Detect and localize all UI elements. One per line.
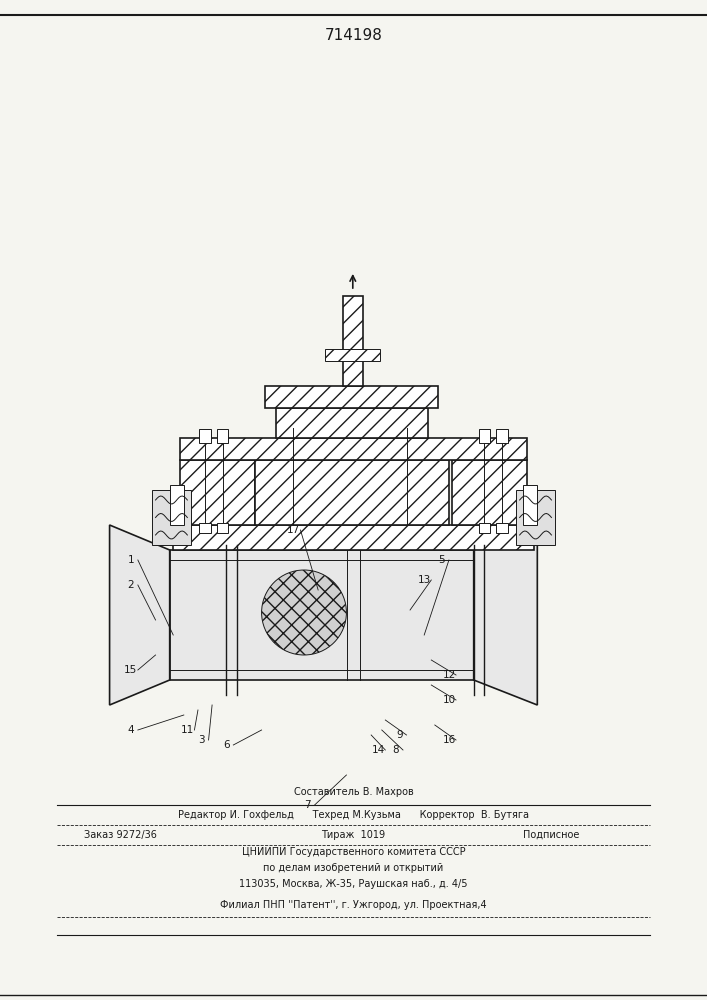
Bar: [217, 523, 228, 533]
Bar: [180, 438, 527, 460]
Text: ЦНИИПИ Государственного комитета СССР: ЦНИИПИ Государственного комитета СССР: [242, 847, 465, 857]
Bar: [452, 460, 527, 525]
Text: 17: 17: [287, 525, 300, 535]
Bar: [325, 349, 380, 361]
Text: 16: 16: [443, 735, 455, 745]
Text: 13: 13: [418, 575, 431, 585]
Text: 1: 1: [127, 555, 134, 565]
Text: 11: 11: [181, 725, 194, 735]
Bar: [479, 429, 490, 443]
Bar: [276, 408, 428, 438]
Text: Редактор И. Гохфельд      Техред М.Кузьма      Корректор  В. Бутяга: Редактор И. Гохфельд Техред М.Кузьма Кор…: [178, 810, 529, 820]
Text: 10: 10: [443, 695, 455, 705]
Bar: [199, 523, 211, 533]
Bar: [199, 429, 211, 443]
Bar: [523, 485, 537, 525]
Text: Заказ 9272/36: Заказ 9272/36: [83, 830, 157, 840]
Text: 7: 7: [304, 800, 311, 810]
Bar: [173, 525, 534, 550]
Bar: [496, 523, 508, 533]
Polygon shape: [110, 525, 170, 705]
Bar: [217, 429, 228, 443]
Bar: [170, 485, 184, 525]
Text: 14: 14: [372, 745, 385, 755]
Text: 2: 2: [127, 580, 134, 590]
Bar: [516, 490, 555, 545]
Text: 9: 9: [396, 730, 403, 740]
Bar: [496, 429, 508, 443]
Text: 8: 8: [392, 745, 399, 755]
Text: 12: 12: [443, 670, 455, 680]
Text: Филиал ПНП ''Патент'', г. Ужгород, ул. Проектная,4: Филиал ПНП ''Патент'', г. Ужгород, ул. П…: [220, 900, 487, 910]
Bar: [170, 550, 537, 680]
Bar: [265, 386, 438, 408]
Bar: [180, 460, 255, 525]
Text: 113035, Москва, Ж-35, Раушская наб., д. 4/5: 113035, Москва, Ж-35, Раушская наб., д. …: [239, 879, 468, 889]
Bar: [343, 296, 363, 386]
Polygon shape: [474, 525, 537, 705]
Ellipse shape: [262, 570, 346, 655]
Text: 3: 3: [198, 735, 205, 745]
Text: Тираж  1019: Тираж 1019: [322, 830, 385, 840]
Bar: [255, 460, 449, 525]
Text: по делам изобретений и открытий: по делам изобретений и открытий: [264, 863, 443, 873]
Text: Составитель В. Махров: Составитель В. Махров: [293, 787, 414, 797]
Text: 4: 4: [127, 725, 134, 735]
Text: 6: 6: [223, 740, 230, 750]
Text: Подписное: Подписное: [523, 830, 580, 840]
Bar: [152, 490, 191, 545]
Text: 15: 15: [124, 665, 137, 675]
Text: 714198: 714198: [325, 27, 382, 42]
Text: 5: 5: [438, 555, 445, 565]
Bar: [479, 523, 490, 533]
